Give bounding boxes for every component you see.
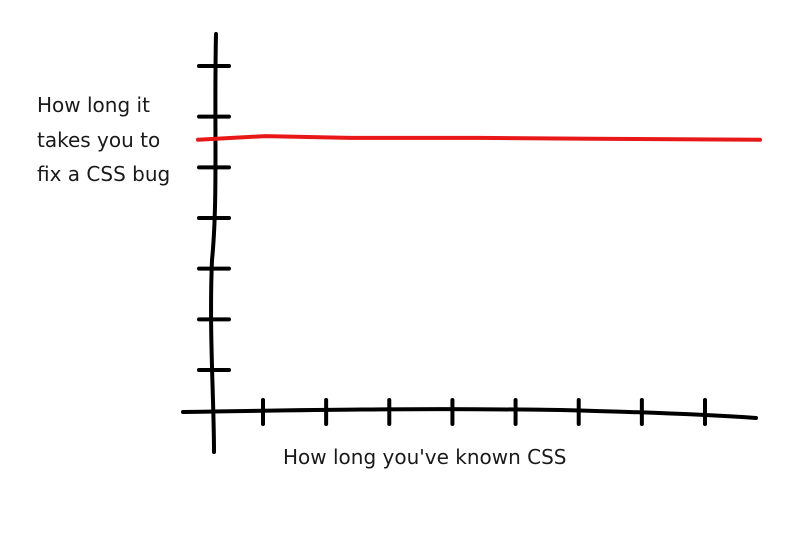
x-axis-line xyxy=(181,407,758,420)
y-axis-line xyxy=(209,32,218,454)
y-axis-label: How long it takes you to fix a CSS bug xyxy=(37,88,207,192)
y-axis-label-line-1: How long it xyxy=(37,93,150,117)
y-axis-label-line-3: fix a CSS bug xyxy=(37,162,171,186)
x-axis-label: How long you've known CSS xyxy=(283,445,567,469)
y-axis-label-line-2: takes you to xyxy=(37,127,161,152)
series-line xyxy=(196,134,762,142)
